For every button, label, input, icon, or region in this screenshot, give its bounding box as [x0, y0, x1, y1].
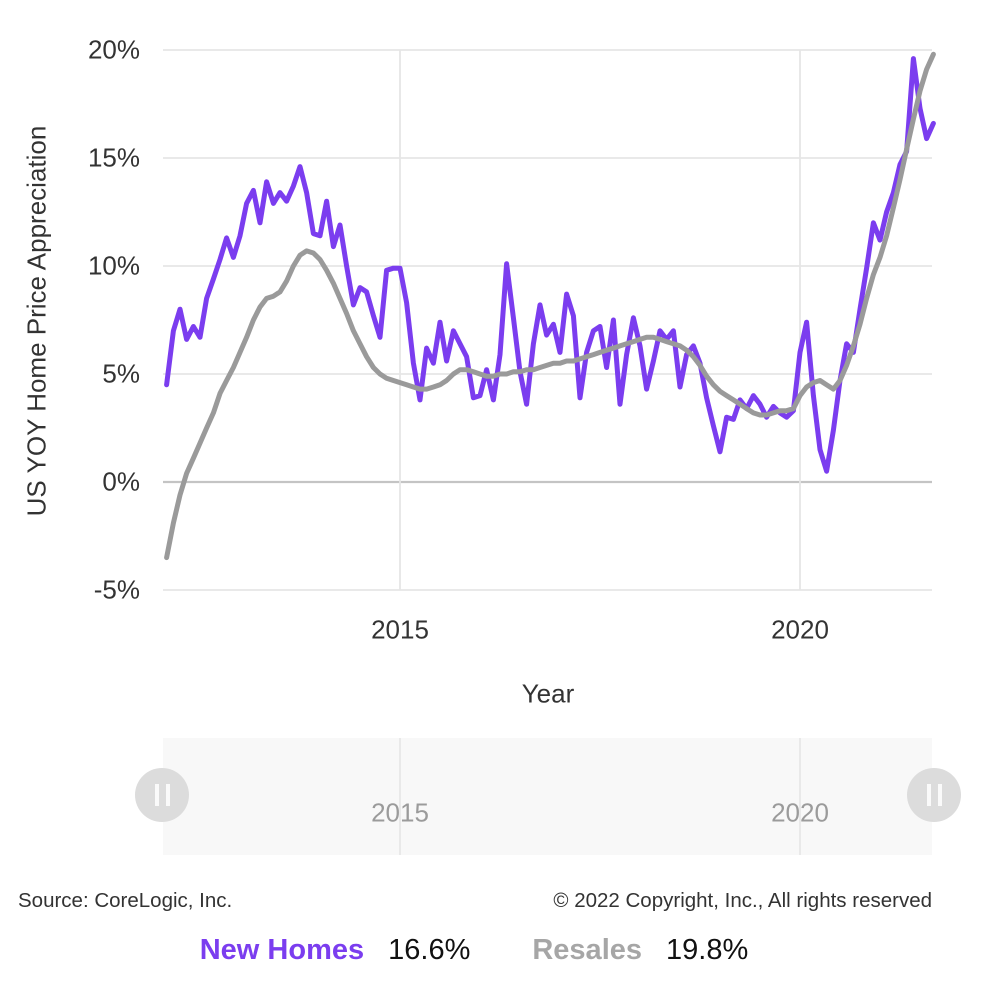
drag-handle-icon	[937, 784, 942, 806]
y-axis-tick-label: 20%	[87, 34, 140, 65]
legend-item-resales[interactable]: Resales 19.8%	[532, 934, 748, 967]
source-text: Source: CoreLogic, Inc.	[18, 889, 233, 912]
navigator-label: 2020	[771, 797, 829, 828]
series-line-new-homes	[164, 56, 936, 474]
y-axis-tick-label: 0%	[102, 466, 140, 497]
navigator-track[interactable]	[163, 738, 932, 855]
legend-item-new-homes[interactable]: New Homes 16.6%	[200, 934, 471, 967]
drag-handle-icon	[165, 784, 170, 806]
x-axis-tick-label: 2015	[371, 614, 429, 645]
y-axis-tick-label: 5%	[102, 358, 140, 389]
navigator-gridline	[799, 738, 801, 855]
legend-label-new-homes: New Homes	[199, 934, 365, 966]
navigator-handle-left[interactable]	[135, 768, 189, 822]
x-axis-tick-label: 2020	[771, 614, 829, 645]
navigator-label: 2015	[371, 797, 429, 828]
navigator-gridline	[399, 738, 401, 855]
drag-handle-icon	[154, 784, 159, 806]
y-axis-tick-label: 10%	[87, 250, 140, 281]
copyright-text: © 2022 Copyright, Inc., All rights reser…	[553, 889, 932, 912]
y-axis-tick-label: -5%	[93, 574, 140, 605]
y-axis-tick-label: 15%	[87, 142, 140, 173]
y-axis-title: US YOY Home Price Appreciation	[21, 125, 52, 517]
legend-label-resales: Resales	[532, 934, 643, 966]
drag-handle-icon	[926, 784, 931, 806]
x-axis-title: Year	[521, 678, 575, 709]
legend: New Homes 16.6% Resales 19.8%	[0, 934, 975, 967]
legend-value-new-homes: 16.6%	[388, 934, 471, 966]
plot-area	[163, 49, 936, 591]
legend-value-resales: 19.8%	[666, 934, 749, 966]
series-line-resales	[164, 51, 936, 561]
navigator-handle-right[interactable]	[907, 768, 961, 822]
